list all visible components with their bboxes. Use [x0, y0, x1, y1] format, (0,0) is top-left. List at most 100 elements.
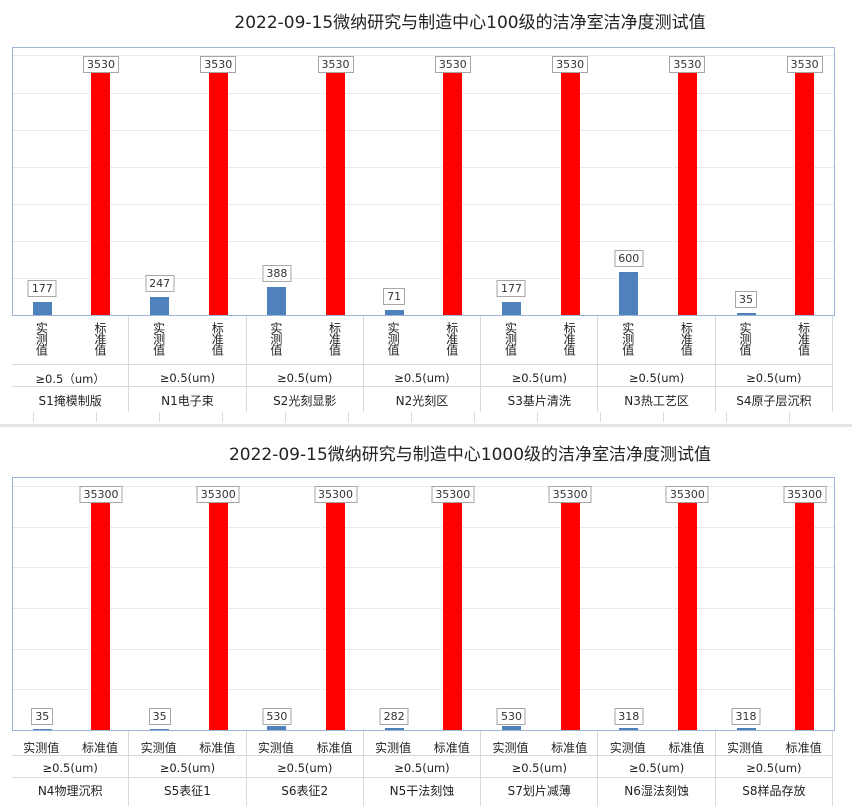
data-label: 388: [262, 265, 292, 283]
room-name-label: N6湿法刻蚀: [624, 784, 689, 798]
particle-size-label: ≥0.5(um): [159, 371, 216, 385]
category-group: 实测值 标准值 ≥0.5(um) S7划片减薄: [481, 731, 599, 806]
category-group: 实测值 标准值 ≥0.5(um) N5干法刻蚀: [364, 731, 482, 806]
particle-size-label: ≥0.5(um): [394, 371, 450, 385]
bar-measured: [267, 287, 287, 315]
bar-standard: [326, 63, 346, 315]
series-label: 标准值: [785, 741, 822, 755]
gridline: [13, 689, 834, 691]
bar-standard: [326, 489, 346, 730]
gridline: [13, 648, 834, 650]
bar-measured: [32, 729, 52, 730]
plot-area-1000: 35 35300 35 35300 530 35300 282 35300 530 35300 31…: [12, 477, 835, 731]
data-label: 35: [148, 708, 171, 725]
particle-size-label: ≥0.5（um）: [35, 372, 105, 386]
category-separator: [12, 364, 833, 365]
chart-title-1000: 2022-09-15微纳研究与制造中心1000级的洁净室洁净度测试值: [228, 445, 712, 465]
data-label: 35300: [196, 486, 240, 503]
series-label: 标准值: [796, 322, 811, 355]
room-name-label: N3热工艺区: [624, 394, 689, 408]
data-label: 35: [31, 708, 54, 725]
data-label: 3530: [317, 56, 354, 73]
category-axis-1000: 实测值 标准值 ≥0.5(um) N4物理沉积 实测值 标准值 ≥0.5(um) S5表征1 实…: [12, 731, 835, 806]
data-label: 3530: [200, 56, 237, 73]
particle-size-label: ≥0.5(um): [277, 371, 333, 385]
category-separator: [12, 755, 833, 756]
gridline: [13, 486, 834, 488]
category-group: 实测值 标准值 ≥0.5(um) S3基片清洗: [481, 316, 599, 412]
bar-standard: [677, 489, 697, 730]
ruler-tick: [600, 412, 601, 422]
section-divider: [0, 424, 852, 427]
room-name-label: S7划片减薄: [507, 784, 571, 798]
gridline: [13, 567, 834, 569]
category-group: 实测值 标准值 ≥0.5(um) S8样品存放: [716, 731, 833, 806]
data-label: 318: [614, 708, 644, 725]
particle-size-label: ≥0.5(um): [394, 761, 450, 775]
bar-standard: [560, 63, 580, 315]
plot-area-100: 177 3530 247 3530 388 3530 71 3530 177 3530 600 353…: [12, 47, 835, 316]
gridline: [13, 608, 834, 610]
category-separator: [12, 386, 833, 387]
room-name-label: S8样品存放: [742, 784, 806, 798]
room-name-label: S6表征2: [281, 784, 329, 798]
series-label: 实测值: [503, 322, 518, 355]
ruler-tick: [285, 412, 286, 422]
data-label: 71: [383, 287, 406, 305]
data-label: 247: [145, 275, 175, 293]
room-name-label: S3基片清洗: [507, 394, 571, 408]
particle-size-label: ≥0.5(um): [159, 761, 216, 775]
series-label: 标准值: [92, 322, 107, 355]
data-label: 35300: [783, 486, 827, 503]
data-label: 35300: [548, 486, 592, 503]
series-label: 标准值: [210, 322, 225, 355]
data-label: 3530: [552, 56, 589, 73]
bar-measured: [736, 727, 756, 730]
gridline: [13, 203, 834, 205]
bar-measured: [32, 302, 52, 315]
data-label: 35300: [314, 486, 358, 503]
ruler-tick: [789, 412, 790, 422]
data-label: 530: [262, 708, 292, 725]
room-name-label: N4物理沉积: [37, 784, 103, 798]
bar-standard: [795, 63, 815, 315]
series-label: 标准值: [562, 322, 577, 355]
series-label: 实测值: [268, 322, 283, 355]
bar-measured: [736, 312, 756, 315]
category-group: 实测值 标准值 ≥0.5（um） S1掩模制版: [12, 316, 130, 412]
series-label: 实测值: [492, 741, 529, 755]
category-separator: [12, 777, 833, 778]
data-label: 177: [496, 280, 526, 298]
ruler-tick: [33, 412, 34, 422]
data-label: 3530: [82, 56, 119, 73]
particle-size-label: ≥0.5(um): [42, 761, 98, 775]
bar-measured: [501, 726, 521, 730]
room-name-label: S2光刻显影: [273, 394, 337, 408]
bar-standard: [91, 489, 111, 730]
bar-standard: [677, 63, 697, 315]
data-label: 177: [27, 280, 57, 298]
series-label: 标准值: [199, 741, 236, 755]
ruler-tick: [96, 412, 97, 422]
category-group: 实测值 标准值 ≥0.5(um) N2光刻区: [364, 316, 482, 412]
bar-measured: [619, 727, 639, 730]
series-label: 标准值: [668, 741, 705, 755]
ruler-tick: [348, 412, 349, 422]
series-label: 标准值: [551, 741, 588, 755]
ruler-tick: [222, 412, 223, 422]
series-label: 实测值: [257, 741, 294, 755]
room-name-label: S5表征1: [163, 784, 211, 798]
bar-standard: [443, 63, 463, 315]
series-label: 标准值: [327, 322, 342, 355]
series-label: 实测值: [140, 741, 177, 755]
ruler-tick: [474, 412, 475, 422]
category-group: 实测值 标准值 ≥0.5(um) N6湿法刻蚀: [598, 731, 716, 806]
data-label: 3530: [786, 56, 823, 73]
data-label: 530: [496, 708, 526, 725]
bar-measured: [150, 297, 170, 315]
series-label: 标准值: [316, 741, 353, 755]
category-group: 实测值 标准值 ≥0.5(um) S6表征2: [247, 731, 364, 806]
gridline: [13, 129, 834, 131]
room-name-label: S4原子层沉积: [736, 394, 812, 408]
bar-standard: [208, 489, 228, 730]
